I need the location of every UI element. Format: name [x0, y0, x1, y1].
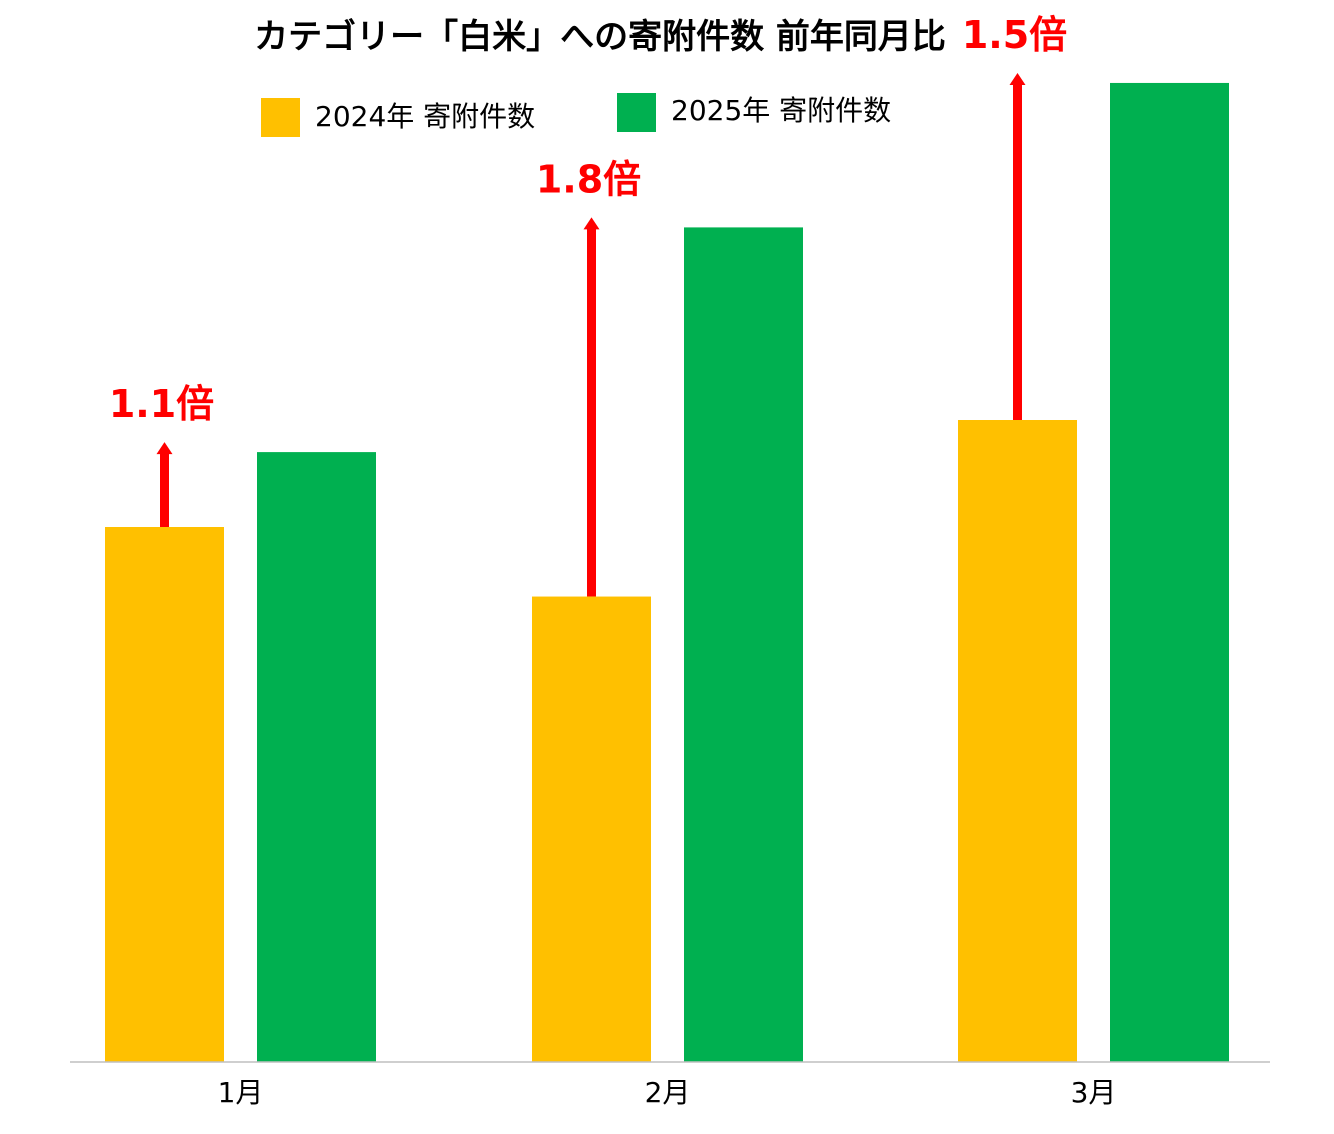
bar-2024-3 — [958, 420, 1077, 1062]
ratio-label: 1.8倍 — [536, 157, 641, 201]
bar-2025-1 — [257, 452, 376, 1063]
x-tick-label: 3月 — [1071, 1076, 1117, 1109]
legend-swatch-2025 — [617, 93, 656, 132]
growth-arrow-head — [156, 442, 173, 455]
x-tick-label: 1月 — [218, 1076, 264, 1109]
growth-arrow-head — [1009, 72, 1026, 85]
growth-arrow-head — [583, 217, 600, 230]
bar-2025-3 — [1110, 82, 1229, 1062]
bar-2024-2 — [532, 596, 651, 1062]
bar-2025-2 — [684, 227, 803, 1062]
legend-label-2024: 2024年 寄附件数 — [315, 100, 535, 133]
bar-2024-1 — [105, 527, 224, 1062]
ratio-label: 1.1倍 — [109, 382, 214, 426]
chart-title: カテゴリー「白米」への寄附件数 前年同月比 — [254, 17, 946, 57]
plot-area: 1月 1.1倍 2月 1.8倍 3月 1.5倍 — [70, 13, 1270, 1109]
legend-swatch-2024 — [261, 98, 300, 137]
x-tick-label: 2月 — [645, 1076, 691, 1109]
ratio-label: 1.5倍 — [962, 13, 1067, 57]
legend-label-2025: 2025年 寄附件数 — [671, 94, 891, 127]
legend: 2024年 寄附件数 2025年 寄附件数 — [261, 93, 891, 137]
